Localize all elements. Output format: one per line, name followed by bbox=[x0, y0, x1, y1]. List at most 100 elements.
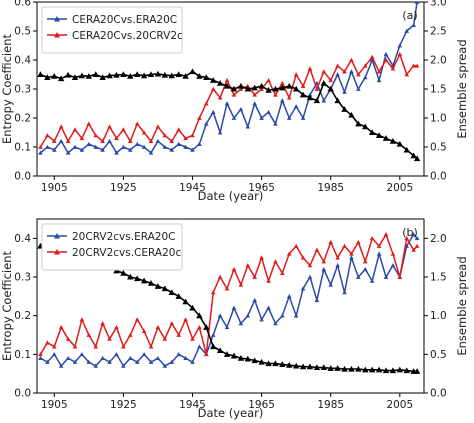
series-20crv2cvs-cera20c bbox=[38, 232, 420, 357]
data-point bbox=[58, 138, 64, 144]
data-point bbox=[369, 54, 375, 59]
data-point bbox=[127, 332, 133, 337]
data-point bbox=[121, 144, 126, 149]
data-point bbox=[238, 86, 244, 91]
data-point bbox=[217, 313, 223, 318]
data-point bbox=[342, 290, 347, 295]
data-point bbox=[148, 359, 154, 364]
data-point bbox=[38, 352, 43, 357]
data-point bbox=[356, 72, 361, 77]
data-point bbox=[348, 111, 355, 118]
data-point bbox=[273, 321, 278, 326]
data-point bbox=[335, 255, 340, 260]
data-point bbox=[72, 344, 78, 349]
data-point bbox=[141, 130, 147, 135]
data-point bbox=[410, 152, 417, 159]
y2-tick-label: 0.5 bbox=[430, 349, 447, 361]
panel-a: 1905 1925 1945 1965 1985 2005 0.0 0.1 0.2 0.3 0.4 0… bbox=[0, 0, 469, 203]
data-point bbox=[293, 243, 299, 248]
data-point bbox=[44, 74, 51, 80]
data-point bbox=[356, 86, 361, 91]
data-point bbox=[293, 104, 299, 109]
data-point bbox=[349, 255, 354, 260]
data-point bbox=[58, 324, 64, 330]
data-point bbox=[168, 289, 175, 296]
data-point bbox=[224, 286, 230, 291]
data-point bbox=[203, 74, 210, 80]
data-point bbox=[293, 72, 299, 77]
data-point bbox=[280, 270, 285, 275]
data-point bbox=[162, 133, 168, 138]
data-point bbox=[356, 239, 361, 245]
data-point bbox=[321, 98, 327, 103]
data-point bbox=[99, 74, 106, 80]
y2-tick-label: 2.0 bbox=[430, 233, 447, 245]
data-point bbox=[217, 274, 223, 279]
data-point bbox=[314, 86, 320, 91]
data-point bbox=[341, 106, 348, 112]
data-point bbox=[127, 147, 133, 152]
data-point bbox=[120, 71, 127, 78]
data-point bbox=[327, 365, 334, 371]
data-point bbox=[107, 336, 112, 341]
data-point bbox=[134, 121, 140, 126]
data-point bbox=[65, 336, 71, 341]
data-point bbox=[383, 232, 389, 237]
data-point bbox=[237, 355, 245, 361]
data-point bbox=[300, 83, 306, 88]
data-point bbox=[321, 259, 327, 264]
data-point bbox=[190, 359, 195, 364]
data-point bbox=[265, 360, 272, 367]
data-point bbox=[397, 43, 403, 48]
data-point bbox=[252, 101, 257, 106]
data-point bbox=[51, 147, 57, 152]
data-point bbox=[334, 97, 341, 104]
data-point bbox=[404, 72, 410, 77]
data-point bbox=[216, 80, 224, 86]
data-point bbox=[85, 73, 93, 79]
data-point bbox=[51, 352, 57, 357]
data-point bbox=[161, 71, 169, 78]
data-point bbox=[368, 366, 376, 373]
data-point bbox=[231, 266, 237, 272]
data-point bbox=[397, 274, 403, 279]
legend-swatch-marker bbox=[54, 16, 60, 22]
data-point bbox=[292, 362, 300, 369]
data-point bbox=[300, 115, 306, 120]
data-point bbox=[355, 365, 362, 372]
data-point bbox=[265, 86, 272, 93]
data-point bbox=[127, 273, 134, 280]
data-point bbox=[169, 359, 175, 364]
data-point bbox=[100, 355, 105, 361]
data-point bbox=[272, 85, 279, 92]
series-line bbox=[39, 52, 418, 148]
data-point bbox=[230, 85, 238, 92]
data-point bbox=[196, 312, 203, 319]
data-point bbox=[107, 138, 112, 144]
series-cera20cvs-20crv2c bbox=[38, 51, 420, 149]
data-point bbox=[127, 138, 133, 144]
data-point bbox=[183, 144, 188, 149]
y-tick-label: 0.0 bbox=[14, 388, 31, 400]
data-point bbox=[38, 150, 43, 155]
data-point bbox=[335, 72, 340, 77]
data-point bbox=[328, 282, 334, 287]
data-point bbox=[375, 366, 383, 373]
data-point bbox=[217, 95, 223, 100]
data-point bbox=[224, 101, 230, 106]
y-tick-label: 0.3 bbox=[14, 272, 31, 284]
data-point bbox=[396, 140, 404, 147]
data-point bbox=[148, 344, 154, 349]
data-point bbox=[79, 136, 85, 141]
data-point bbox=[382, 367, 390, 374]
x-tick-label: 1985 bbox=[317, 399, 344, 411]
data-point bbox=[369, 236, 375, 241]
data-point bbox=[313, 364, 321, 371]
data-point bbox=[258, 82, 265, 89]
data-point bbox=[280, 98, 285, 103]
data-point bbox=[258, 358, 265, 365]
data-point bbox=[175, 71, 182, 78]
legend-swatch-marker bbox=[54, 32, 60, 38]
data-point bbox=[383, 274, 389, 279]
